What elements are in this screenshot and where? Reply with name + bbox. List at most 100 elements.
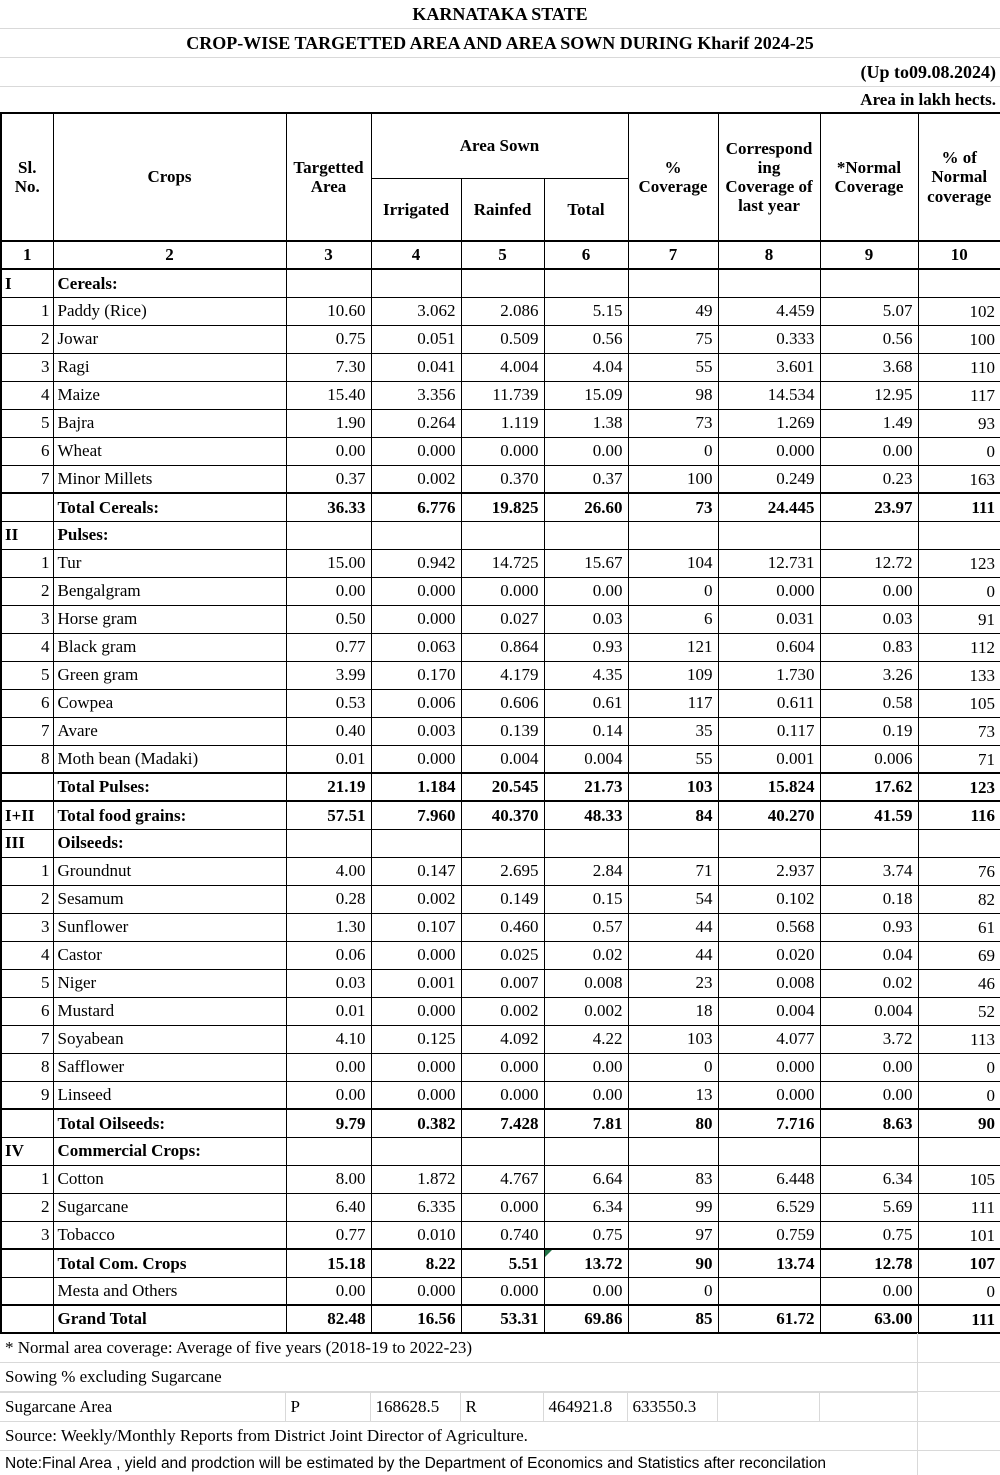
sl-no-cell bbox=[0, 492, 54, 522]
value-cell: 0.020 bbox=[717, 940, 821, 970]
value-cell: 14.534 bbox=[717, 380, 821, 410]
value-cell: 1.872 bbox=[370, 1164, 462, 1194]
footnote-final: Note:Final Area , yield and prodction wi… bbox=[0, 1450, 1000, 1475]
value-cell: 2.086 bbox=[460, 296, 545, 326]
value-cell bbox=[819, 828, 919, 858]
value-cell: 0.00 bbox=[543, 1052, 629, 1082]
value-cell: 0.004 bbox=[460, 744, 545, 774]
title-unit-note: Area in lakh hects. bbox=[0, 87, 1000, 112]
header-irrigated: Irrigated bbox=[370, 177, 462, 242]
value-cell: 6.34 bbox=[543, 1192, 629, 1222]
value-cell: 0.00 bbox=[543, 576, 629, 606]
crop-name-cell: Oilseeds: bbox=[52, 828, 287, 858]
value-cell: 0.001 bbox=[370, 968, 462, 998]
total-row: Total Cereals: 36.33 6.776 19.825 26.60 73 24.… bbox=[0, 492, 1000, 522]
crop-name-cell: Bengalgram bbox=[52, 576, 287, 606]
value-cell: 6.529 bbox=[717, 1192, 821, 1222]
value-cell: 1.269 bbox=[717, 408, 821, 438]
value-cell: 76 bbox=[917, 856, 1000, 886]
value-cell: 3.26 bbox=[819, 660, 919, 690]
table-header: Sl. No. Crops Targetted Area Area Sown %… bbox=[0, 112, 1000, 270]
table-body: I Cereals: 1 Paddy (Rice) 10.60 3.062 2.086 5.1… bbox=[0, 268, 1000, 1334]
value-cell: 102 bbox=[917, 296, 1000, 326]
value-cell: 0.000 bbox=[460, 1192, 545, 1222]
crop-name-cell: Horse gram bbox=[52, 604, 287, 634]
value-cell: 111 bbox=[917, 1192, 1000, 1222]
value-cell: 0.58 bbox=[819, 688, 919, 718]
value-cell: 8.22 bbox=[370, 1248, 462, 1278]
sugarcane-cell-empty bbox=[716, 1392, 820, 1422]
title-report-text: CROP-WISE TARGETTED AREA AND AREA SOWN D… bbox=[186, 32, 814, 53]
value-cell: 20.545 bbox=[460, 772, 545, 802]
table-row: 4 Castor 0.06 0.000 0.025 0.02 44 0.020 0.04 69 bbox=[0, 940, 1000, 970]
value-cell: 48.33 bbox=[543, 800, 629, 830]
value-cell: 5.51 bbox=[460, 1248, 545, 1278]
col-number: 10 bbox=[917, 240, 1000, 270]
value-cell: 23 bbox=[627, 968, 719, 998]
value-cell: 0.93 bbox=[819, 912, 919, 942]
value-cell: 75 bbox=[627, 324, 719, 354]
table-row: 4 Black gram 0.77 0.063 0.864 0.93 121 0.604 0.8… bbox=[0, 632, 1000, 662]
crop-name-cell: Jowar bbox=[52, 324, 287, 354]
sugarcane-cell-empty bbox=[916, 1392, 1000, 1422]
value-cell: 0.40 bbox=[285, 716, 372, 746]
value-cell: 0.00 bbox=[819, 436, 919, 466]
value-cell: 0.00 bbox=[285, 1276, 372, 1306]
sl-no-cell: 8 bbox=[0, 1052, 54, 1082]
sl-no-cell: III bbox=[0, 828, 54, 858]
value-cell: 101 bbox=[917, 1220, 1000, 1250]
value-cell: 0.117 bbox=[717, 716, 821, 746]
sl-no-cell bbox=[0, 1276, 54, 1306]
value-cell: 0.509 bbox=[460, 324, 545, 354]
col-number: 2 bbox=[52, 240, 287, 270]
value-cell: 0 bbox=[917, 436, 1000, 466]
sl-no-cell: 4 bbox=[0, 632, 54, 662]
value-cell bbox=[285, 520, 372, 550]
value-cell bbox=[627, 520, 719, 550]
sl-no-cell: II bbox=[0, 520, 54, 550]
sl-no-cell: IV bbox=[0, 1136, 54, 1166]
crop-area-table: Sl. No. Crops Targetted Area Area Sown %… bbox=[0, 112, 1000, 1334]
value-cell: 1.90 bbox=[285, 408, 372, 438]
value-cell: 3.062 bbox=[370, 296, 462, 326]
value-cell: 0.000 bbox=[460, 1052, 545, 1082]
value-cell: 111 bbox=[917, 1304, 1000, 1334]
sugarcane-cell: 633550.3 bbox=[626, 1392, 718, 1422]
value-cell: 0.000 bbox=[370, 1052, 462, 1082]
table-row: 2 Sesamum 0.28 0.002 0.149 0.15 54 0.102 0.18 82 bbox=[0, 884, 1000, 914]
value-cell: 16.56 bbox=[370, 1304, 462, 1334]
sugarcane-row: Sugarcane Area P 168628.5 R 464921.8 633… bbox=[0, 1392, 1000, 1422]
value-cell: 7.960 bbox=[370, 800, 462, 830]
value-cell: 0.002 bbox=[543, 996, 629, 1026]
header-rainfed: Rainfed bbox=[460, 177, 545, 242]
value-cell: 0.007 bbox=[460, 968, 545, 998]
value-cell: 4.004 bbox=[460, 352, 545, 382]
total-row: Total Com. Crops 15.18 8.22 5.51 13.72 90 13.7… bbox=[0, 1248, 1000, 1278]
crop-name-cell: Castor bbox=[52, 940, 287, 970]
value-cell: 0.102 bbox=[717, 884, 821, 914]
table-row: 1 Groundnut 4.00 0.147 2.695 2.84 71 2.937 3.74 7… bbox=[0, 856, 1000, 886]
value-cell: 0.14 bbox=[543, 716, 629, 746]
section-row: I Cereals: bbox=[0, 268, 1000, 298]
crop-name-cell: Ragi bbox=[52, 352, 287, 382]
value-cell: 0.000 bbox=[460, 1276, 545, 1306]
value-cell: 1.184 bbox=[370, 772, 462, 802]
value-cell: 100 bbox=[917, 324, 1000, 354]
value-cell: 80 bbox=[627, 1108, 719, 1138]
value-cell: 4.35 bbox=[543, 660, 629, 690]
value-cell: 93 bbox=[917, 408, 1000, 438]
value-cell: 71 bbox=[917, 744, 1000, 774]
value-cell: 0.03 bbox=[819, 604, 919, 634]
header-sl-no: Sl. No. bbox=[0, 112, 54, 242]
crop-name-cell: Groundnut bbox=[52, 856, 287, 886]
crop-name-cell: Black gram bbox=[52, 632, 287, 662]
value-cell: 10.60 bbox=[285, 296, 372, 326]
value-cell bbox=[819, 520, 919, 550]
sugarcane-cell: 464921.8 bbox=[542, 1392, 628, 1422]
value-cell: 0.03 bbox=[285, 968, 372, 998]
crop-name-cell: Tur bbox=[52, 548, 287, 578]
value-cell: 0.004 bbox=[717, 996, 821, 1026]
sl-no-cell: 6 bbox=[0, 436, 54, 466]
value-cell: 40.370 bbox=[460, 800, 545, 830]
value-cell: 0.77 bbox=[285, 1220, 372, 1250]
